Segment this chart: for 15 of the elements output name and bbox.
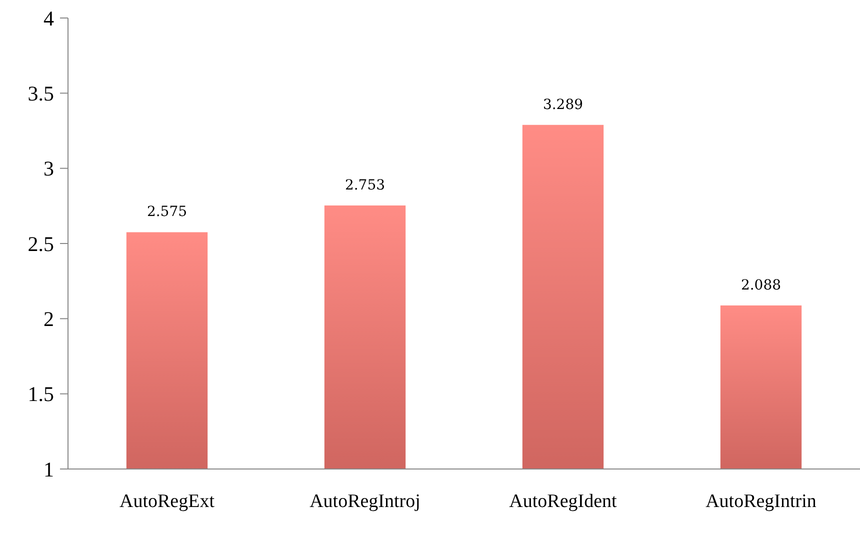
- data-label: 2.575: [146, 204, 188, 220]
- y-tick-label: 3: [44, 156, 54, 181]
- x-tick-label: AutoRegIdent: [509, 491, 618, 512]
- data-label: 2.753: [344, 177, 386, 194]
- data-label: 2.088: [740, 277, 782, 294]
- y-tick-label: 1: [44, 457, 54, 482]
- y-tick-label: 4: [44, 6, 54, 30]
- y-tick-label: 3.5: [28, 82, 54, 106]
- x-tick-label: AutoRegExt: [120, 491, 216, 512]
- data-label: 3.289: [542, 96, 584, 113]
- x-tick-label: AutoRegIntrin: [706, 491, 817, 512]
- x-tick-label: AutoRegIntroj: [310, 491, 420, 512]
- y-tick-label: 2.5: [28, 232, 54, 256]
- y-tick-label: 1.5: [28, 382, 54, 406]
- y-tick-label: 2: [44, 307, 54, 332]
